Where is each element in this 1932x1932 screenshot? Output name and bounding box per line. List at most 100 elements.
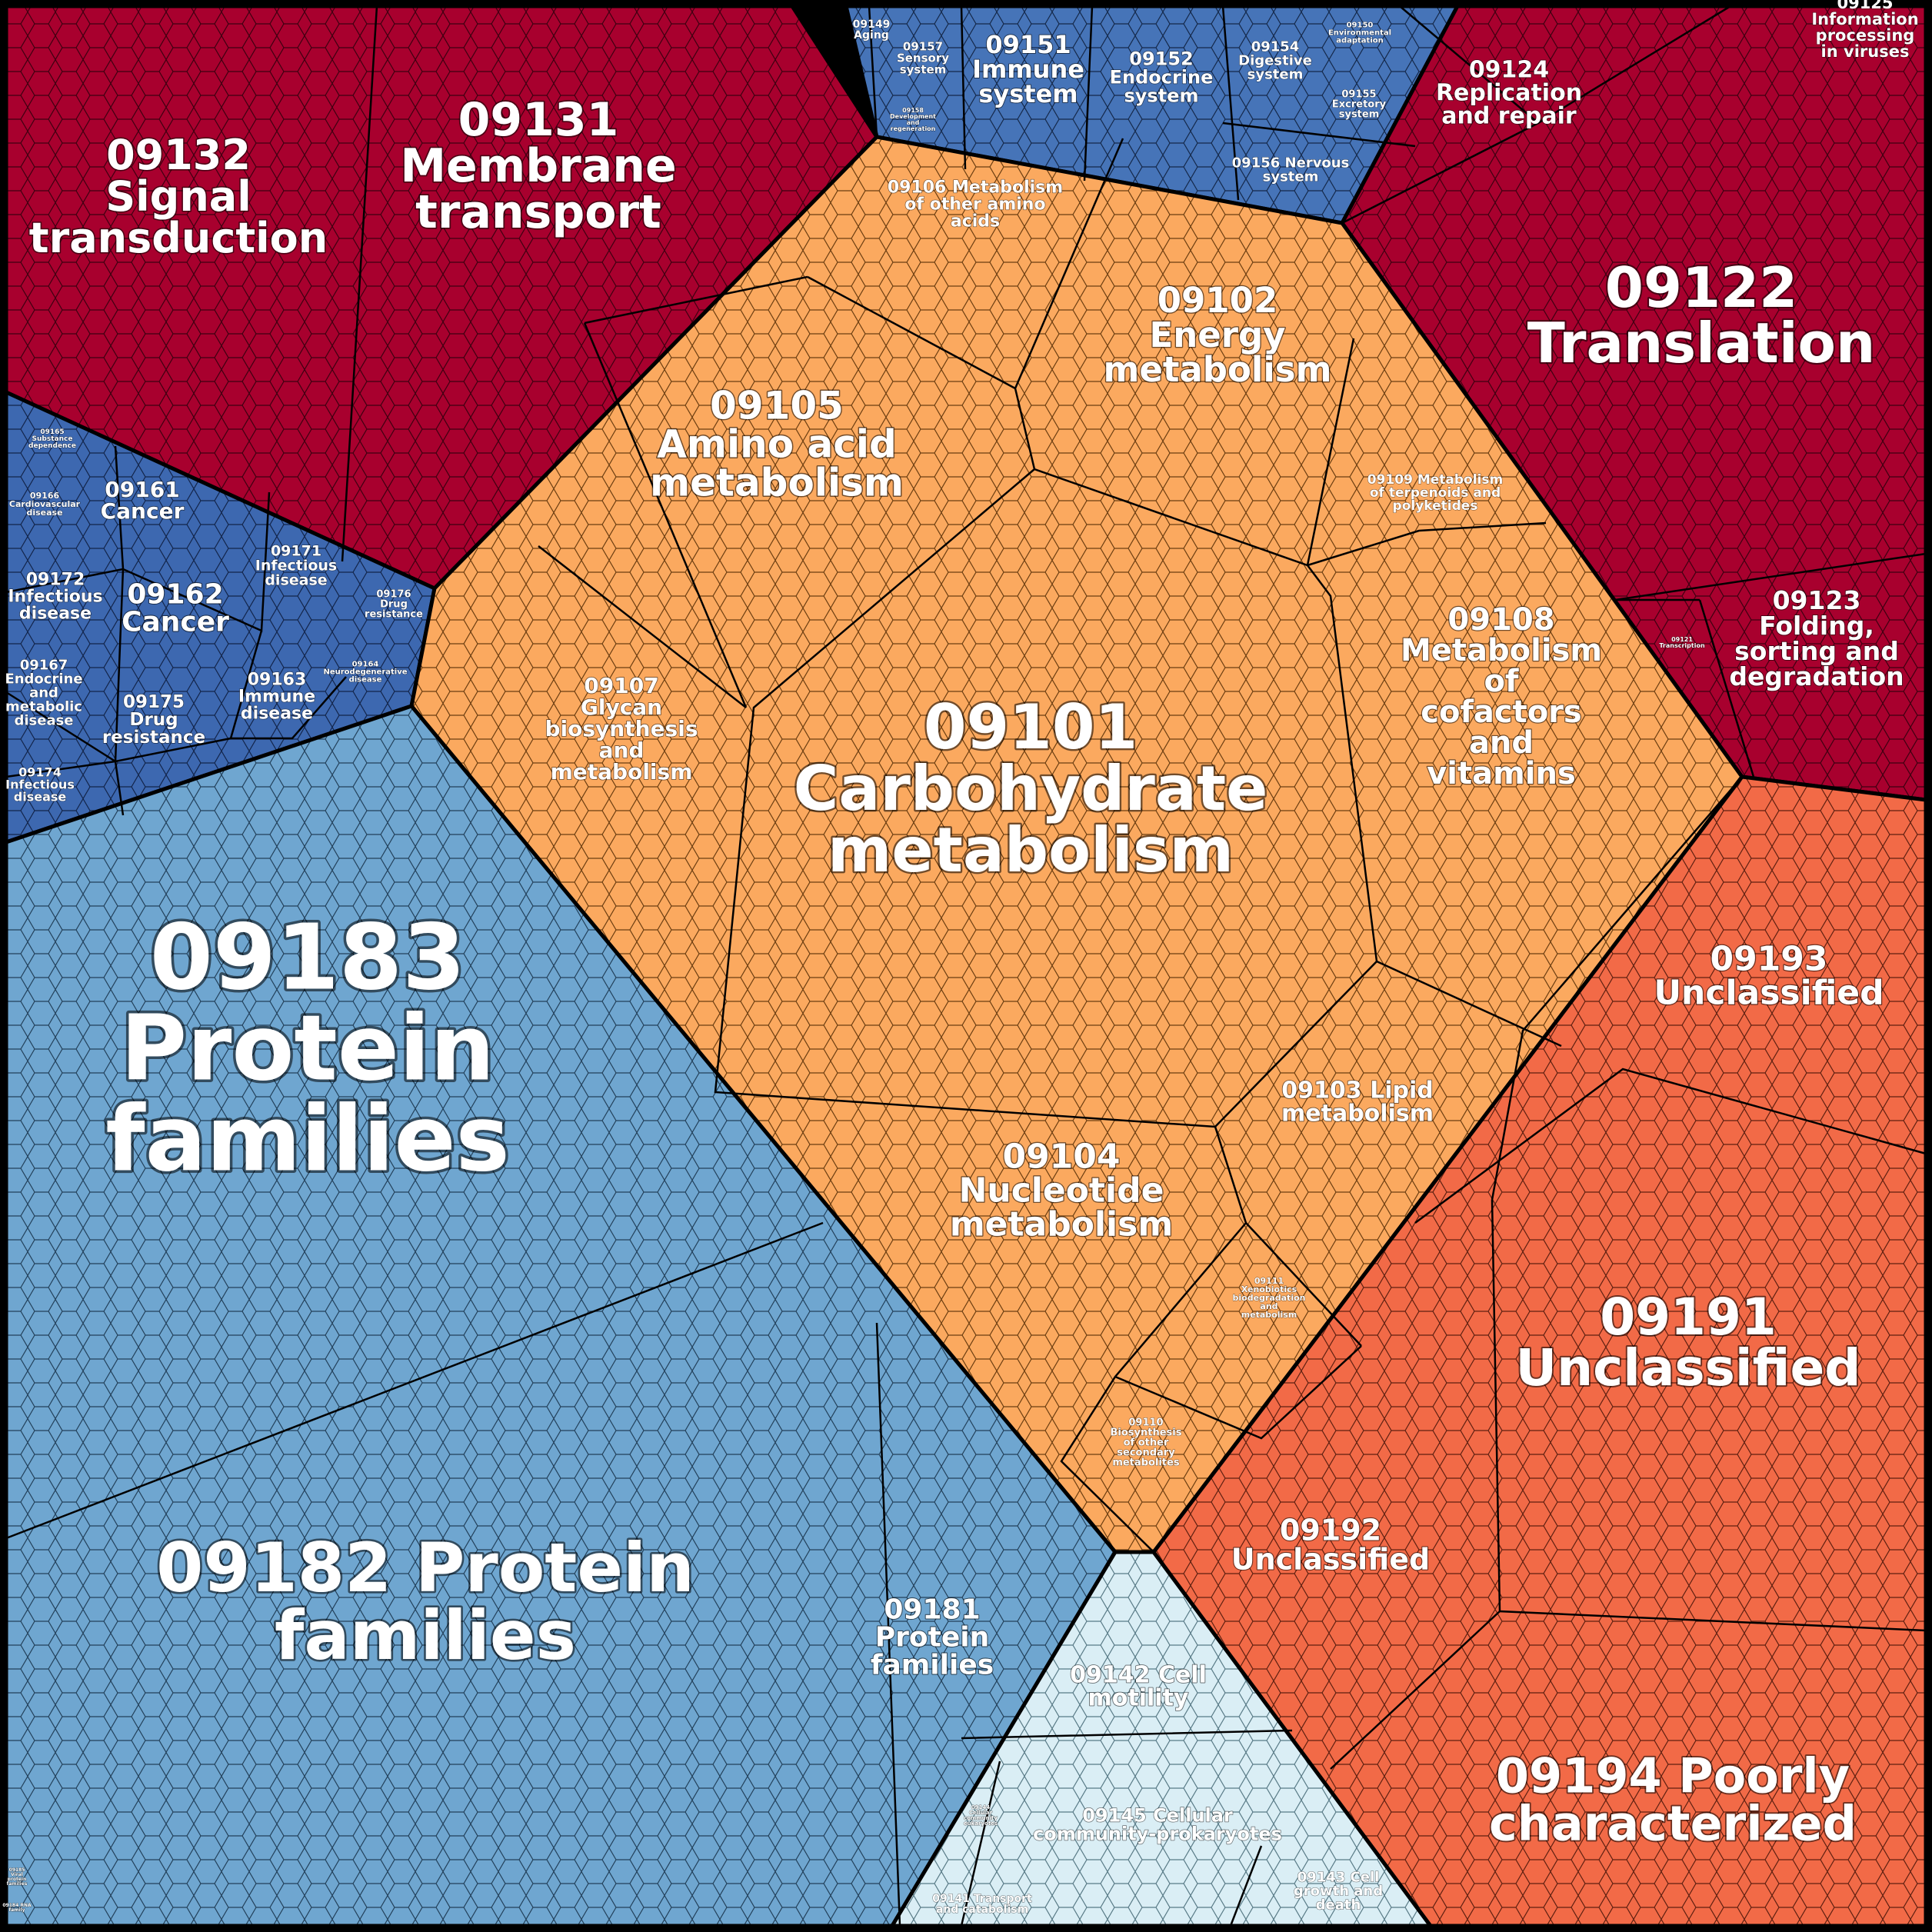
label-09174-line: 09174 [18, 765, 62, 780]
label-09181: 09181 Protein families [871, 1594, 994, 1681]
label-09131: 09131 Membrane transport [400, 93, 676, 239]
label-09176-line: 09176 [376, 589, 411, 601]
label-09125-line: 09125 [1837, 0, 1893, 12]
label-09111: 09111 Xenobiotics biodegradation and metabol… [1233, 1276, 1306, 1320]
label-09167: 09167 Endocrine and metabolic disease [5, 657, 82, 728]
label-09109: 09109 Metabolism of terpenoids and polyket… [1367, 472, 1503, 514]
label-09161-line: Cancer [101, 498, 185, 524]
label-09163-line: disease [241, 705, 313, 724]
label-09141: 09141 Transport and catabolism [932, 1893, 1032, 1916]
label-09156-line: 09156 Nervous [1232, 155, 1350, 171]
label-09149-line: Aging [854, 29, 889, 42]
label-09185-line: families [7, 1881, 28, 1887]
label-09132: 09132 Signal transduction [29, 131, 328, 262]
label-09183-line: Protein [121, 994, 495, 1101]
label-09110-line: of other [1124, 1437, 1169, 1449]
label-09124-line: and repair [1441, 103, 1577, 130]
label-09102-line: Energy [1149, 315, 1285, 355]
label-09154: 09154 Digestive system [1238, 38, 1312, 82]
label-09143-line: death [1316, 1897, 1361, 1913]
label-09151-line: 09151 [985, 30, 1071, 59]
label-09181-line: Protein [875, 1622, 989, 1654]
label-09103-line: 09103 Lipid [1281, 1078, 1433, 1104]
label-09110-line: secondary [1117, 1447, 1175, 1459]
label-09124-line: Replication [1436, 80, 1582, 107]
label-09124-line: 09124 [1469, 57, 1549, 84]
label-09184-line: family [9, 1907, 25, 1913]
label-09171: 09171 Infectious disease [255, 543, 338, 589]
label-09155-line: Excretory [1332, 99, 1387, 111]
label-09125-line: Information [1811, 10, 1918, 28]
label-09183-line: families [105, 1085, 510, 1191]
label-09111-line: biodegradation [1233, 1293, 1306, 1303]
label-09102: 09102 Energy metabolism [1104, 280, 1332, 390]
label-09101: 09101 Carbohydrate metabolism [794, 691, 1268, 886]
label-09145-line: 09145 Cellular [1082, 1804, 1233, 1826]
label-09192-line: 09192 [1280, 1513, 1381, 1547]
label-09145-line: community-prokaryotes [1033, 1823, 1282, 1844]
label-09193-line: 09193 [1710, 939, 1827, 978]
label-09103-line: metabolism [1281, 1101, 1434, 1128]
label-09157: 09157 Sensory system [897, 39, 949, 76]
label-09184-line: 09184 RNA [2, 1903, 32, 1908]
label-09154-line: 09154 [1251, 38, 1300, 55]
label-09158-line: regeneration [891, 125, 936, 132]
label-09161-line: 09161 [105, 477, 179, 502]
label-09155: 09155 Excretory system [1332, 89, 1387, 121]
label-09185: 09185 Viral protein families [7, 1867, 28, 1887]
label-09105-line: metabolism [650, 461, 904, 505]
label-09155-line: system [1339, 109, 1380, 121]
label-09101-line: 09101 [924, 691, 1138, 763]
label-09108-line: Metabolism [1401, 633, 1602, 668]
label-09157-line: system [900, 62, 947, 76]
label-09163-line: Immune [238, 688, 315, 707]
label-09150-line: Environmental [1328, 29, 1391, 38]
label-09102-line: 09102 [1158, 280, 1278, 321]
label-09176-line: resistance [365, 609, 423, 621]
label-09154-line: system [1247, 66, 1304, 82]
label-09131-line: transport [415, 185, 661, 239]
label-09162: 09162 Cancer [122, 579, 229, 638]
label-09171-line: Infectious [255, 558, 338, 575]
label-09166-line: 09166 [30, 491, 60, 501]
label-09152-line: Endocrine [1110, 66, 1214, 88]
label-09164: 09164 Neurodegenerative disease [323, 661, 407, 685]
label-09174-line: Infectious [5, 778, 75, 792]
label-09106-line: of other amino [904, 195, 1045, 215]
label-09171-line: disease [265, 572, 327, 589]
region-not-included [1151, 774, 1928, 1928]
label-09109-line: polyketides [1393, 498, 1478, 514]
label-09104-line: Nucleotide [959, 1171, 1164, 1210]
label-09103: 09103 Lipid metabolism [1281, 1078, 1434, 1128]
label-09194-line: 09194 Poorly [1496, 1748, 1850, 1804]
label-09107-line: biosynthesis [545, 716, 698, 741]
label-09132-line: Signal [105, 172, 251, 221]
label-09174-line: disease [14, 790, 67, 804]
label-09181-line: families [871, 1650, 994, 1681]
label-09110-line: 09110 [1128, 1417, 1163, 1429]
label-09167-line: disease [14, 712, 73, 728]
label-09176: 09176 Drug resistance [365, 589, 423, 621]
label-09158-line: Development [890, 113, 936, 120]
label-09191: 09191 Unclassified [1516, 1287, 1861, 1397]
label-09122-line: 09122 [1605, 255, 1798, 320]
label-09109-line: of terpenoids and [1370, 485, 1501, 501]
label-09123-line: sorting and [1734, 636, 1899, 666]
label-09175-line: Drug [129, 710, 178, 730]
label-09158-line: 09158 [902, 107, 924, 114]
label-09108-line: vitamins [1427, 756, 1576, 791]
label-09175-line: resistance [102, 728, 205, 748]
label-09106-line: 09106 Metabolism [888, 178, 1063, 198]
label-09110: 09110 Biosynthesis of other secondary metabo… [1111, 1417, 1182, 1469]
label-09108-line: 09108 [1447, 602, 1554, 638]
label-09142-line: 09142 Cell [1070, 1662, 1207, 1689]
label-09143-line: growth and [1294, 1883, 1383, 1899]
label-09191-line: Unclassified [1516, 1338, 1861, 1397]
label-09125: 09125 Information processing in viruses [1811, 0, 1918, 61]
label-09171-line: 09171 [271, 543, 321, 560]
label-09106: 09106 Metabolism of other amino acids [888, 178, 1063, 232]
label-09106-line: acids [951, 212, 1000, 232]
label-09163-line: 09163 [248, 671, 307, 690]
